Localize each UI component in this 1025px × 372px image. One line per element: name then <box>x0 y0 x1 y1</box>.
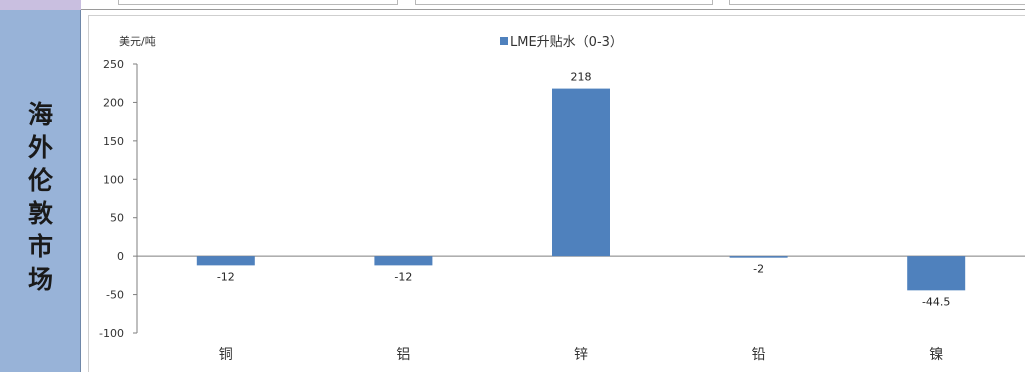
y-tick-label: 0 <box>117 250 124 263</box>
legend-label: LME升贴水（0-3） <box>510 35 623 50</box>
bar <box>374 256 433 266</box>
data-label: -12 <box>394 270 412 283</box>
section-label-char: 伦 <box>27 166 53 195</box>
y-tick-label: 50 <box>110 212 124 225</box>
section-label-char: 市 <box>27 232 53 261</box>
header-box <box>118 0 398 5</box>
header-box <box>729 0 1025 5</box>
section-label-band: 海 外 伦 敦 市 场 <box>0 10 81 372</box>
data-label: 218 <box>571 71 592 84</box>
section-label-char: 场 <box>27 265 53 294</box>
section-label-char: 敦 <box>27 199 53 228</box>
x-category-label: 铅 <box>752 347 766 363</box>
section-label-char: 外 <box>27 133 53 162</box>
y-tick-label: -50 <box>106 289 124 302</box>
header-box <box>415 0 713 5</box>
x-category-label: 铜 <box>219 347 233 363</box>
y-tick-label: -100 <box>99 327 124 340</box>
top-strip <box>0 0 1025 14</box>
bar <box>196 256 255 266</box>
data-label: -44.5 <box>922 295 950 308</box>
chart-panel: 美元/吨 LME升贴水（0-3） 250 200 150 100 50 0 -50 -100 -… <box>88 15 1025 372</box>
x-category-label: 铝 <box>396 347 410 363</box>
y-tick-label: 100 <box>103 173 124 186</box>
y-tick-label: 250 <box>103 58 124 71</box>
chart-marks: 250 200 150 100 50 0 -50 -100 -12 铜 -12 铝 218 锌 -2 铅 -44… <box>99 58 1025 363</box>
y-tick-label: 200 <box>103 96 124 109</box>
header-divider <box>81 9 1025 10</box>
bar <box>552 88 610 257</box>
section-label-char: 海 <box>27 100 53 129</box>
x-category-label: 镍 <box>929 347 943 363</box>
bar <box>729 256 788 258</box>
header-corner-cell <box>0 0 81 10</box>
y-tick-label: 150 <box>103 135 124 148</box>
bar-chart: 美元/吨 LME升贴水（0-3） 250 200 150 100 50 0 -50 -100 -… <box>99 35 1025 363</box>
legend: LME升贴水（0-3） <box>500 35 623 50</box>
data-label: -12 <box>217 270 235 283</box>
bar <box>907 256 966 291</box>
y-axis-unit-label: 美元/吨 <box>119 35 156 48</box>
section-label: 海 外 伦 敦 市 场 <box>0 98 81 296</box>
x-category-label: 锌 <box>574 347 588 363</box>
data-label: -2 <box>753 263 764 276</box>
legend-swatch <box>500 37 508 45</box>
